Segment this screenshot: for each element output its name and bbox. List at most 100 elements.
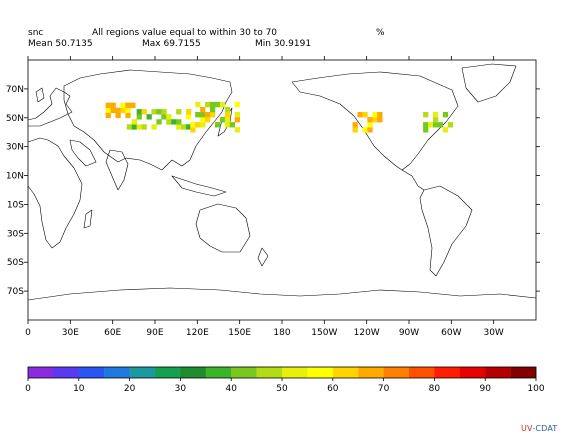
y-tick-label: 50N (6, 114, 24, 124)
heat-cell (190, 127, 196, 133)
colorbar-segment (231, 367, 257, 378)
colorbar-segment (53, 367, 79, 378)
colorbar-tick-label: 40 (225, 384, 237, 394)
heat-cell (423, 122, 429, 128)
heat-cell (171, 119, 177, 125)
heat-cell (377, 112, 383, 118)
coastline-arabia (69, 139, 97, 167)
heat-cell (372, 117, 378, 123)
heat-cell (136, 114, 142, 120)
units-label: % (376, 28, 385, 38)
heat-cell (190, 122, 196, 128)
heat-cell (195, 122, 201, 128)
colorbar-segment (155, 367, 181, 378)
heat-cell (210, 112, 216, 118)
heat-cell (186, 109, 192, 115)
coastline-antarctica (27, 287, 537, 301)
coastline-europe (27, 87, 73, 127)
coastline-india (105, 149, 129, 191)
coastline-greenland (461, 63, 517, 103)
max-label: Max 69.7155 (142, 39, 201, 49)
y-tick-label: 10S (7, 200, 24, 210)
x-tick-label: 60E (104, 328, 121, 338)
colorbar-tick-label: 70 (378, 384, 390, 394)
heat-cell (195, 101, 201, 108)
heat-cell (166, 114, 172, 120)
x-tick-label: 90W (399, 328, 419, 338)
heat-cell (357, 112, 363, 118)
coastline-africa (27, 137, 83, 249)
heat-cell (362, 127, 368, 133)
heat-cell (362, 112, 368, 118)
heat-cell (210, 106, 216, 113)
heat-cell (200, 106, 206, 113)
colorbar-tick-label: 60 (327, 384, 339, 394)
heat-cell (146, 114, 152, 120)
heat-cell (437, 122, 444, 128)
heat-cell (125, 102, 131, 108)
x-axis: 0 30E 60E 90E 120E 150E 180 150W 120W 90W 60W 30W (25, 56, 504, 338)
heat-cell (176, 119, 182, 125)
y-axis: 70N 50N 30N 10N 10S 30S 50S 70S (6, 85, 540, 297)
heat-cell (432, 117, 439, 123)
colorbar-segment (180, 367, 206, 378)
colorbar-segment (28, 367, 54, 378)
heat-cell (200, 122, 206, 128)
heat-cell (115, 112, 121, 119)
heat-cell (161, 109, 167, 115)
heat-cell (442, 127, 449, 133)
coastline-central-america (401, 169, 425, 191)
x-tick-label: 0 (25, 328, 31, 338)
colorbar-segment (78, 367, 105, 378)
coastline-madagascar (83, 209, 93, 229)
x-tick-label: 90E (146, 328, 163, 338)
heat-cell (367, 117, 373, 123)
heat-cell (224, 112, 231, 118)
heat-cell (161, 114, 167, 120)
x-tick-label: 150W (311, 328, 337, 338)
coastline-north-america (291, 71, 459, 171)
colorbar-tick-label: 10 (73, 384, 85, 394)
uvcdat-logo: UV-CDAT (521, 424, 558, 433)
x-tick-label: 120W (354, 328, 380, 338)
colorbar-segment (434, 367, 460, 378)
colorbar-ticks: 0 10 20 30 40 50 60 70 80 90 100 (25, 378, 545, 394)
heat-cell (181, 124, 187, 130)
heat-cell (110, 107, 116, 114)
map-frame (27, 59, 537, 321)
heat-cell (176, 124, 182, 130)
x-tick-label: 30W (483, 328, 503, 338)
heat-cell (131, 119, 137, 125)
x-tick-label: 180 (273, 328, 290, 338)
coastline-new-zealand (257, 247, 269, 267)
heat-cell (166, 119, 172, 125)
heat-cell (352, 122, 358, 128)
variable-name: snc (28, 28, 44, 38)
heat-cell (229, 122, 236, 128)
heat-cell (224, 122, 231, 128)
heat-cell (352, 127, 358, 133)
colorbar-tick-label: 100 (527, 384, 544, 394)
x-tick-label: 30E (62, 328, 79, 338)
heat-cell (432, 122, 439, 128)
heat-cell (195, 112, 201, 118)
y-tick-label: 70N (6, 85, 24, 95)
coastline-asia (63, 69, 233, 171)
x-tick-label: 150E (228, 328, 251, 338)
colorbar-segment (485, 367, 511, 378)
heat-cell (377, 117, 383, 123)
colorbar-segment (205, 367, 232, 378)
y-tick-label: 30S (7, 229, 24, 239)
heat-cell (432, 112, 439, 118)
colorbar-segment (104, 367, 130, 378)
heat-cell (105, 102, 111, 108)
heat-cell (423, 127, 429, 133)
y-tick-label: 30N (6, 143, 24, 153)
colorbar-tick-label: 20 (124, 384, 136, 394)
y-tick-label: 50S (7, 258, 24, 268)
heat-cell (105, 107, 111, 114)
heat-cell (205, 112, 211, 118)
colorbar-segment (510, 367, 537, 378)
y-tick-label: 10N (6, 172, 24, 182)
